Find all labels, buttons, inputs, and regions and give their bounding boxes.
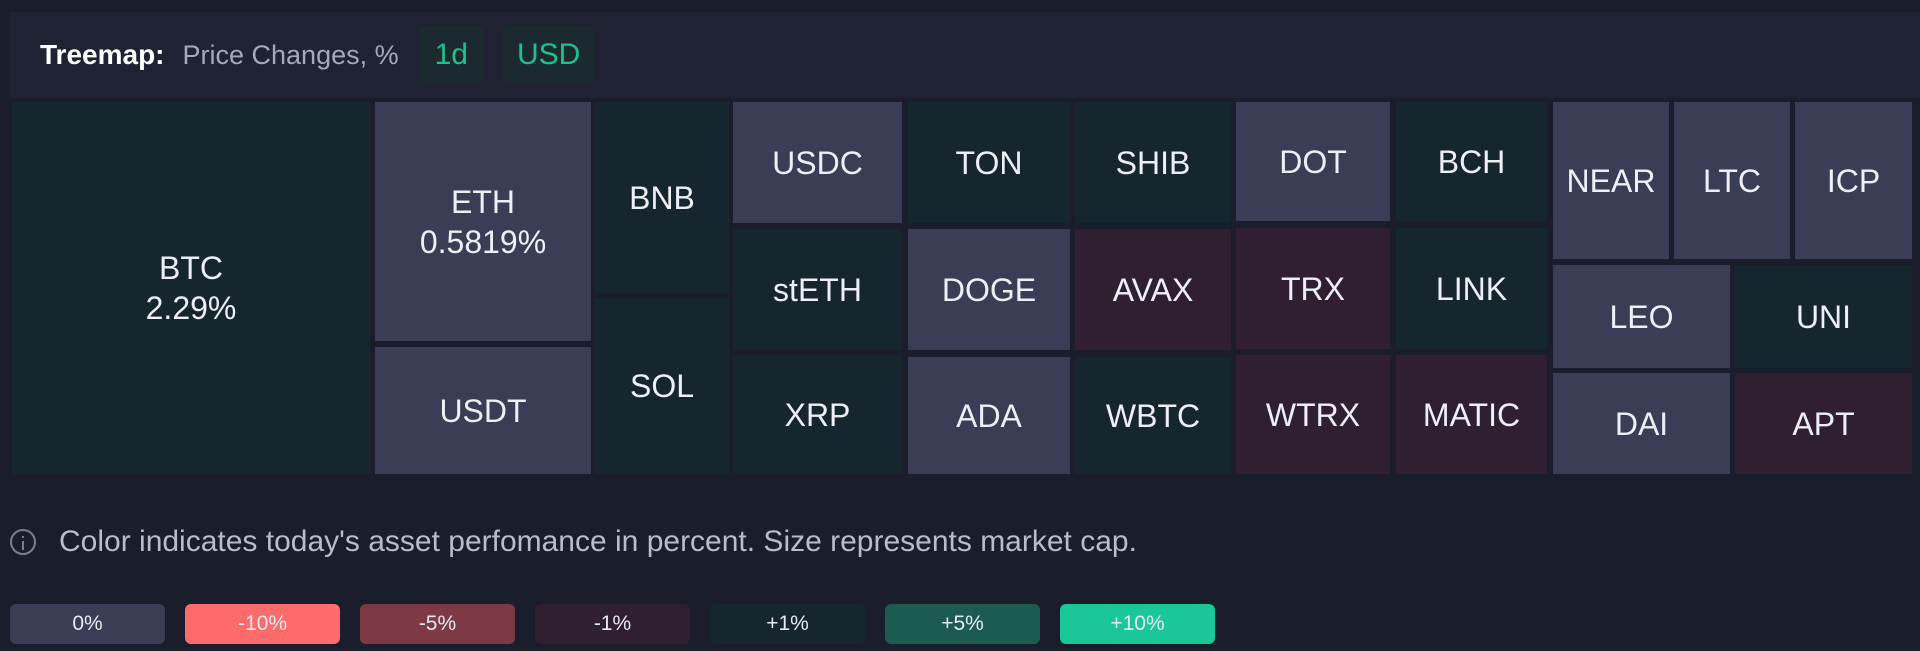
legend-swatch: +1%	[710, 604, 865, 644]
tile-change: 0.5819%	[419, 223, 547, 260]
treemap-tile-bch[interactable]: BCH	[1396, 102, 1547, 222]
tile-symbol: DAI	[1614, 405, 1669, 442]
treemap-tile-xrp[interactable]: XRP	[733, 355, 902, 474]
tile-symbol: AVAX	[1112, 271, 1194, 308]
currency-selector[interactable]: USD	[501, 26, 596, 84]
treemap-tile-shib[interactable]: SHIB	[1075, 102, 1231, 223]
treemap-tile-ltc[interactable]: LTC	[1674, 102, 1790, 259]
treemap-tile-apt[interactable]: APT	[1735, 373, 1912, 474]
treemap-tile-leo[interactable]: LEO	[1553, 265, 1730, 368]
treemap-tile-wtrx[interactable]: WTRX	[1236, 355, 1390, 474]
legend-swatch: -10%	[185, 604, 340, 644]
tile-symbol: BNB	[629, 179, 695, 216]
legend-swatch: +5%	[885, 604, 1040, 644]
header-subtitle: Price Changes, %	[182, 39, 399, 70]
legend-swatch: +10%	[1060, 604, 1215, 644]
treemap-tile-ada[interactable]: ADA	[908, 357, 1070, 474]
treemap-tile-trx[interactable]: TRX	[1236, 228, 1390, 349]
tile-symbol: XRP	[784, 396, 851, 433]
tile-change: 2.29%	[145, 290, 237, 326]
treemap-tile-near[interactable]: NEAR	[1553, 102, 1669, 259]
treemap-tile-ton[interactable]: TON	[908, 102, 1070, 223]
info-icon	[10, 529, 36, 555]
color-legend: 0% -10% -5% -1% +1% +5% +10%	[0, 604, 1920, 644]
info-note: Color indicates today's asset perfomance…	[10, 524, 1137, 560]
tile-symbol: SHIB	[1115, 144, 1191, 181]
treemap-tile-bnb[interactable]: BNB	[595, 102, 729, 293]
info-text: Color indicates today's asset perfomance…	[59, 525, 1137, 558]
header-title: Treemap:	[40, 39, 165, 70]
tile-symbol: WBTC	[1105, 397, 1201, 434]
legend-swatch: -5%	[360, 604, 515, 644]
tile-symbol: LEO	[1609, 298, 1674, 335]
tile-symbol: DOT	[1279, 143, 1347, 180]
tile-symbol: ETH	[451, 183, 515, 220]
treemap-tile-usdc[interactable]: USDC	[733, 102, 902, 223]
legend-swatch: 0%	[10, 604, 165, 644]
treemap-tile-link[interactable]: LINK	[1396, 228, 1547, 349]
legend-swatch: -1%	[535, 604, 690, 644]
treemap-tile-dai[interactable]: DAI	[1553, 373, 1730, 474]
tile-symbol: BCH	[1437, 144, 1506, 180]
tile-symbol: APT	[1792, 405, 1855, 442]
treemap-tile-eth[interactable]: ETH 0.5819%	[375, 102, 591, 341]
treemap-tile-wbtc[interactable]: WBTC	[1075, 357, 1231, 474]
treemap-tile-steth[interactable]: stETH	[733, 229, 902, 350]
treemap-tile-doge[interactable]: DOGE	[908, 229, 1070, 350]
treemap-header: Treemap: Price Changes, % 1d USD	[10, 12, 1920, 98]
tile-symbol: TRX	[1281, 270, 1345, 307]
treemap-tile-matic[interactable]: MATIC	[1396, 355, 1547, 474]
tile-symbol: WTRX	[1265, 396, 1361, 433]
tile-symbol: BTC	[159, 250, 223, 286]
treemap-tile-btc[interactable]: BTC 2.29%	[12, 102, 370, 474]
tile-symbol: USDT	[439, 392, 527, 429]
treemap-tile-avax[interactable]: AVAX	[1075, 229, 1231, 350]
treemap-tile-uni[interactable]: UNI	[1735, 265, 1912, 368]
treemap-tile-sol[interactable]: SOL	[595, 298, 729, 474]
tile-symbol: stETH	[773, 271, 862, 308]
treemap-tile-usdt[interactable]: USDT	[375, 347, 591, 474]
tile-symbol: MATIC	[1422, 396, 1521, 433]
tile-symbol: SOL	[629, 368, 695, 404]
tile-symbol: LTC	[1702, 162, 1762, 199]
tile-symbol: DOGE	[941, 271, 1037, 308]
tile-symbol: LINK	[1435, 270, 1508, 307]
tile-symbol: ICP	[1826, 162, 1881, 199]
tile-symbol: USDC	[772, 144, 863, 181]
period-selector[interactable]: 1d	[418, 26, 484, 84]
treemap-tile-dot[interactable]: DOT	[1236, 102, 1390, 221]
tile-symbol: UNI	[1795, 298, 1852, 335]
tile-symbol: TON	[955, 144, 1023, 181]
tile-symbol: NEAR	[1566, 162, 1656, 199]
tile-symbol: ADA	[956, 397, 1022, 434]
treemap-tile-icp[interactable]: ICP	[1795, 102, 1912, 259]
